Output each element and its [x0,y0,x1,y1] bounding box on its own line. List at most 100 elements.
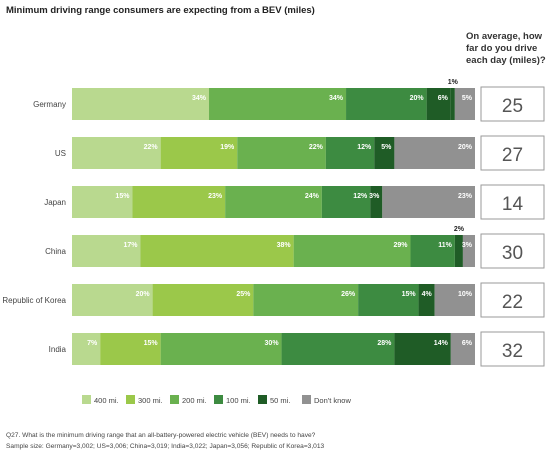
category-label: China [45,247,66,256]
bar-segment [450,88,455,120]
bar-segment [394,333,451,365]
legend-label: 200 mi. [182,396,207,405]
data-label: 30% [265,340,280,347]
daily-miles-value: 22 [502,292,523,313]
daily-miles-value: 32 [502,341,523,362]
bar-segment [434,284,475,316]
bar-segment [346,88,427,120]
data-label: 23% [458,193,473,200]
bar-segment [253,284,359,316]
bar-segment [370,186,383,218]
data-label: 14% [434,340,449,347]
category-label: Germany [33,100,66,109]
bar-segment [152,284,254,316]
category-label: Republic of Korea [2,296,66,305]
data-label: 5% [381,144,392,151]
data-label: 7% [87,340,98,347]
bar-segment [462,235,475,267]
legend-label: 300 mi. [138,396,163,405]
legend-label: 50 mi. [270,396,290,405]
daily-miles-value: 14 [502,194,524,215]
category-label: US [55,149,66,158]
bar-segment [132,186,226,218]
daily-miles-box [480,331,545,367]
data-label: 24% [305,193,320,200]
bar-segment [374,137,395,169]
bar-segment [100,333,161,365]
data-label: 3% [462,242,473,249]
data-label: 25% [236,291,251,298]
data-label: 6% [462,340,473,347]
legend-swatch [170,395,179,404]
data-label: 22% [144,144,159,151]
bar-segment [325,137,375,169]
data-label: 22% [309,144,324,151]
daily-miles-value: 30 [502,243,523,264]
legend-label: 100 mi. [226,396,251,405]
data-label: 20% [410,95,425,102]
legend-swatch [258,395,267,404]
data-label: 20% [136,291,151,298]
data-label: 5% [462,95,473,102]
chart-title: Minimum driving range consumers are expe… [6,5,315,16]
bar-segment [454,235,463,267]
data-label: 15% [144,340,159,347]
data-label: 10% [458,291,473,298]
bar-segment [450,333,475,365]
daily-miles-box [480,233,545,269]
legend-swatch [302,395,311,404]
category-label: Japan [44,198,66,207]
bar-segment [160,137,238,169]
bar-segment [72,235,141,267]
bar-segment [321,186,371,218]
data-label: 2% [454,226,465,233]
data-label: 4% [422,291,433,298]
bar-segment [358,284,419,316]
bar-segment [160,333,282,365]
legend-swatch [126,395,135,404]
legend-swatch [214,395,223,404]
daily-miles-value: 27 [502,145,523,166]
bar-segment [418,284,435,316]
data-label: 15% [402,291,417,298]
bar-segment [293,235,411,267]
daily-driving-question: On average, how far do you drive each da… [466,31,546,66]
data-label: 1% [448,79,459,86]
bar-segment [426,88,451,120]
data-label: 11% [438,242,452,249]
legend-label: 400 mi. [94,396,119,405]
bar-segment [72,137,161,169]
bar-segment [382,186,475,218]
bar-segment [237,137,326,169]
bar-segment [209,88,347,120]
bar-segment [225,186,322,218]
data-label: 38% [277,242,292,249]
data-label: 26% [341,291,356,298]
data-label: 6% [438,95,449,102]
bar-segment [72,88,210,120]
daily-miles-value: 25 [502,96,523,117]
bar-segment [394,137,475,169]
bar-segment [281,333,395,365]
data-label: 23% [208,193,223,200]
legend-label: Don't know [314,396,351,405]
daily-miles-box [480,184,545,220]
data-label: 15% [115,193,130,200]
bar-segment [454,88,475,120]
bar-segment [72,284,153,316]
category-label: India [49,345,67,354]
data-label: 34% [192,95,207,102]
data-label: 34% [329,95,344,102]
daily-miles-box [480,282,545,318]
data-label: 12% [357,144,372,151]
data-label: 20% [458,144,473,151]
data-label: 19% [220,144,235,151]
daily-miles-box [480,135,545,171]
bar-segment [72,186,133,218]
data-label: 17% [123,242,138,249]
legend-swatch [82,395,91,404]
daily-miles-box [480,86,545,122]
data-label: 28% [377,340,392,347]
footnote-question: Q27. What is the minimum driving range t… [6,432,316,439]
